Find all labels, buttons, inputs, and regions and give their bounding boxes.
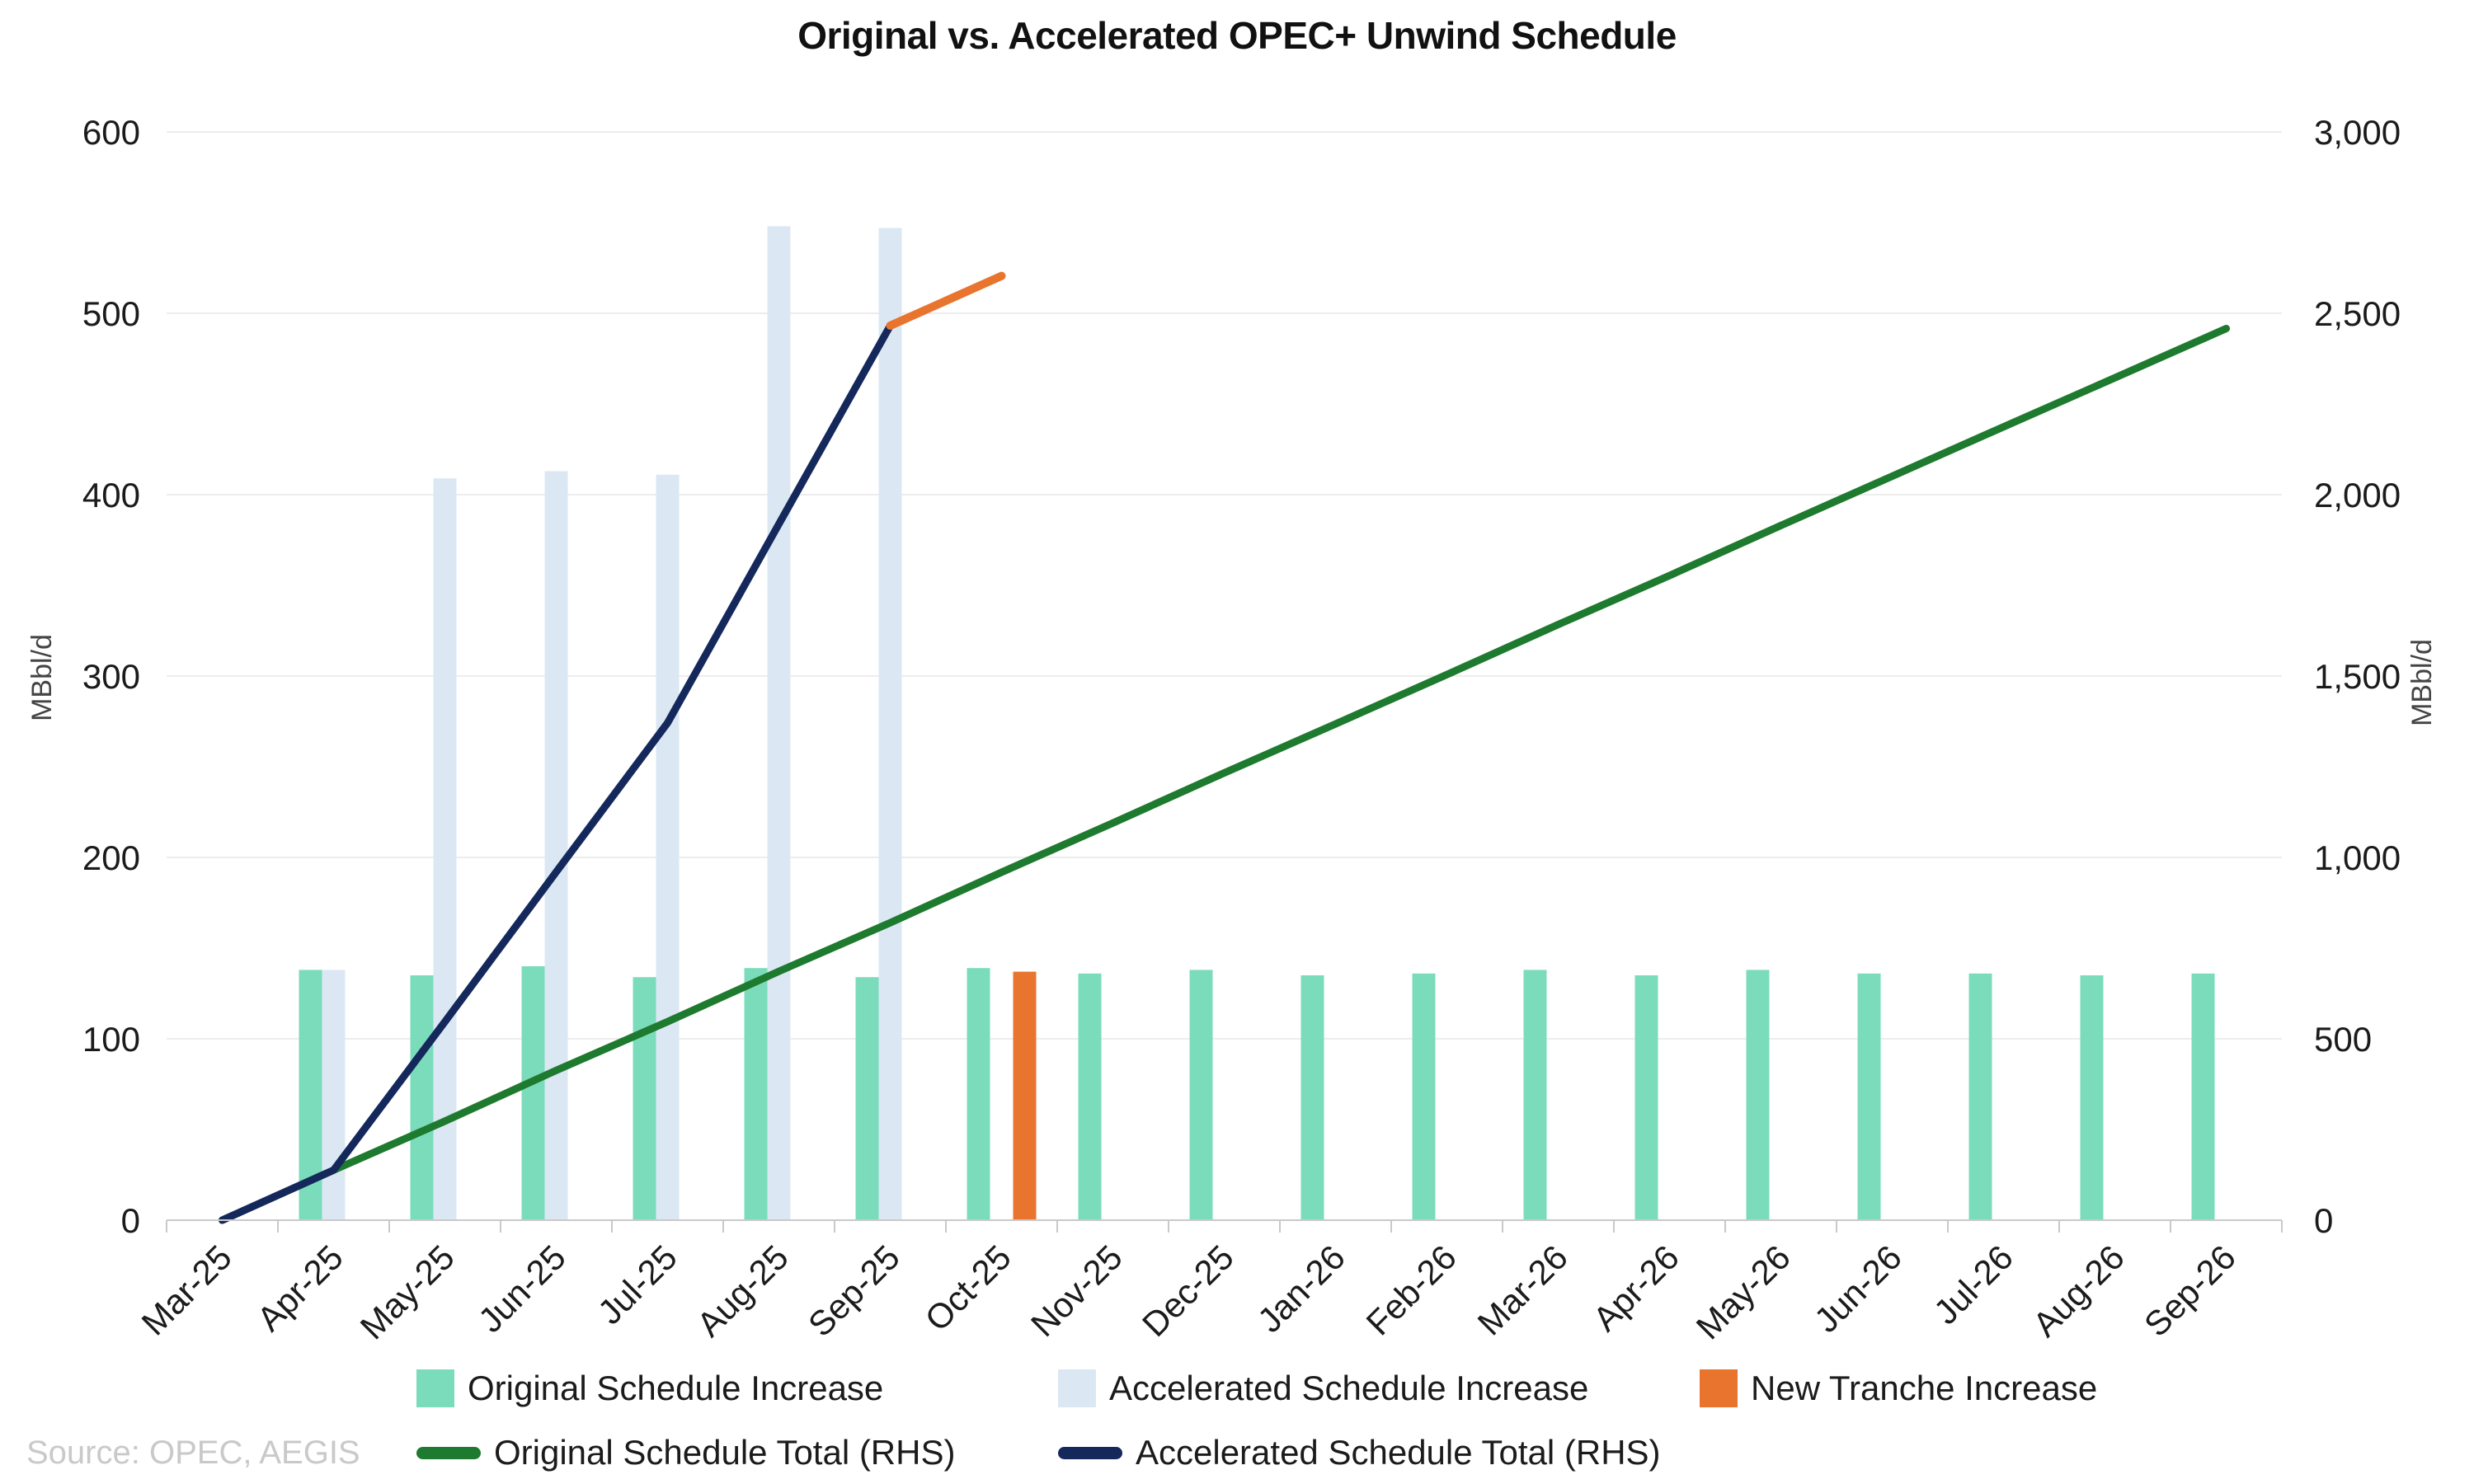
legend-label-new-tranche-increase: New Tranche Increase [1751, 1369, 2098, 1407]
right-tick-label: 2,000 [2314, 476, 2401, 514]
bar-new-tranche-increase-oct-25 [1013, 971, 1037, 1220]
x-tick-label-nov-25: Nov-25 [1023, 1237, 1130, 1344]
bar-original-schedule-increase-aug-26 [2080, 975, 2104, 1220]
x-tick-label-apr-25: Apr-25 [249, 1237, 350, 1338]
legend-label-original-schedule-total: Original Schedule Total (RHS) [494, 1433, 956, 1472]
right-axis-title: MBbl/d [2406, 639, 2438, 726]
x-tick-label-dec-25: Dec-25 [1135, 1237, 1241, 1344]
bar-original-schedule-increase-may-26 [1746, 970, 1770, 1220]
x-tick-label-apr-26: Apr-26 [1585, 1237, 1686, 1338]
bar-original-schedule-increase-sep-25 [855, 977, 879, 1220]
legend: Original Schedule Increase Accelerated S… [416, 1367, 2097, 1474]
bar-original-schedule-increase-may-25 [410, 975, 434, 1220]
right-tick-label: 1,000 [2314, 838, 2401, 877]
bar-accelerated-schedule-increase-jul-25 [656, 474, 680, 1220]
bars-original-schedule-increase [299, 966, 2215, 1220]
bar-original-schedule-increase-oct-25 [967, 968, 990, 1220]
bar-original-schedule-increase-aug-25 [744, 968, 768, 1220]
chart-title: Original vs. Accelerated OPEC+ Unwind Sc… [797, 14, 1677, 57]
x-tick-label-sep-25: Sep-25 [801, 1237, 907, 1344]
x-tick-label-sep-26: Sep-26 [2137, 1237, 2243, 1344]
x-tick-label-oct-25: Oct-25 [918, 1237, 1018, 1338]
left-tick-label: 500 [82, 294, 140, 333]
bar-accelerated-schedule-increase-may-25 [433, 478, 457, 1220]
line-new-tranche-total-continuation [886, 271, 1006, 330]
left-tick-label: 0 [121, 1201, 140, 1240]
legend-item-accelerated-schedule-increase: Accelerated Schedule Increase [1058, 1367, 1700, 1410]
bar-accelerated-schedule-increase-apr-25 [322, 970, 346, 1220]
bars-new-tranche-increase [1013, 971, 1037, 1220]
bar-original-schedule-increase-jun-25 [521, 966, 545, 1220]
original-increase-swatch-icon [416, 1369, 454, 1407]
left-tick-label: 300 [82, 657, 140, 696]
bar-original-schedule-increase-jan-26 [1300, 975, 1324, 1220]
x-tick-label-jun-26: Jun-26 [1807, 1237, 1909, 1340]
right-tick-label: 3,000 [2314, 113, 2401, 152]
bars-accelerated-schedule-increase [322, 226, 902, 1221]
left-axis-title: MBbl/d [26, 634, 58, 721]
bar-original-schedule-increase-jun-26 [1857, 973, 1881, 1220]
line-accelerated-schedule-total-rhs [219, 322, 894, 1224]
bar-original-schedule-increase-mar-26 [1523, 970, 1547, 1220]
bar-original-schedule-increase-jul-26 [1968, 973, 1992, 1220]
gridlines [167, 131, 2282, 1040]
legend-item-original-schedule-increase: Original Schedule Increase [416, 1367, 1058, 1410]
bar-original-schedule-increase-nov-25 [1078, 973, 1102, 1220]
bar-accelerated-schedule-increase-jun-25 [544, 471, 568, 1220]
bar-original-schedule-increase-sep-26 [2191, 973, 2215, 1220]
x-tick-label-aug-25: Aug-25 [689, 1237, 796, 1344]
source-note: Source: OPEC, AEGIS [26, 1435, 360, 1471]
x-tick-label-aug-26: Aug-26 [2025, 1237, 2132, 1344]
legend-label-accelerated-schedule-total: Accelerated Schedule Total (RHS) [1136, 1433, 1661, 1472]
accelerated-increase-swatch-icon [1058, 1369, 1096, 1407]
bar-original-schedule-increase-jul-25 [633, 977, 656, 1220]
legend-item-accelerated-schedule-total: Accelerated Schedule Total (RHS) [1058, 1431, 1700, 1474]
accelerated-total-line-swatch-icon [1058, 1446, 1122, 1459]
bar-original-schedule-increase-apr-26 [1634, 975, 1658, 1220]
x-axis-tick-labels: Mar-25 Apr-25 May-25 Jun-25 Jul-25 Aug-25 Sep-… [134, 1237, 2243, 1346]
original-total-line-swatch-icon [416, 1446, 481, 1459]
x-axis [166, 1219, 2283, 1233]
left-tick-label: 400 [82, 476, 140, 514]
right-tick-label: 1,500 [2314, 657, 2401, 696]
right-axis-tick-labels: 0 500 1,000 1,500 2,000 2,500 3,000 [2314, 113, 2401, 1240]
legend-label-accelerated-schedule-increase: Accelerated Schedule Increase [1109, 1369, 1589, 1407]
left-axis-tick-labels: 0 100 200 300 400 500 600 [82, 113, 140, 1240]
x-tick-label-jul-25: Jul-25 [590, 1237, 684, 1331]
x-tick-label-mar-26: Mar-26 [1470, 1237, 1575, 1342]
bar-accelerated-schedule-increase-sep-25 [878, 228, 902, 1221]
left-tick-label: 600 [82, 113, 140, 152]
x-tick-label-may-25: May-25 [353, 1237, 462, 1346]
x-tick-label-may-26: May-26 [1689, 1237, 1798, 1346]
x-tick-label-mar-25: Mar-25 [134, 1237, 239, 1342]
legend-item-original-schedule-total: Original Schedule Total (RHS) [416, 1431, 1058, 1474]
bar-original-schedule-increase-dec-25 [1189, 970, 1213, 1220]
left-tick-label: 100 [82, 1020, 140, 1059]
line-original-schedule-total-rhs [219, 325, 2230, 1224]
legend-item-new-tranche-increase: New Tranche Increase [1700, 1367, 2097, 1410]
x-tick-label-jun-25: Jun-25 [471, 1237, 573, 1340]
bar-original-schedule-increase-feb-26 [1412, 973, 1436, 1220]
right-tick-label: 2,500 [2314, 294, 2401, 333]
x-tick-label-feb-26: Feb-26 [1359, 1237, 1464, 1342]
bar-accelerated-schedule-increase-aug-25 [767, 226, 791, 1220]
new-tranche-swatch-icon [1700, 1369, 1738, 1407]
right-tick-label: 0 [2314, 1201, 2333, 1240]
left-tick-label: 200 [82, 838, 140, 877]
x-tick-label-jul-26: Jul-26 [1926, 1237, 2020, 1331]
x-tick-label-jan-26: Jan-26 [1250, 1237, 1352, 1340]
legend-label-original-schedule-increase: Original Schedule Increase [468, 1369, 884, 1407]
right-tick-label: 500 [2314, 1020, 2372, 1059]
